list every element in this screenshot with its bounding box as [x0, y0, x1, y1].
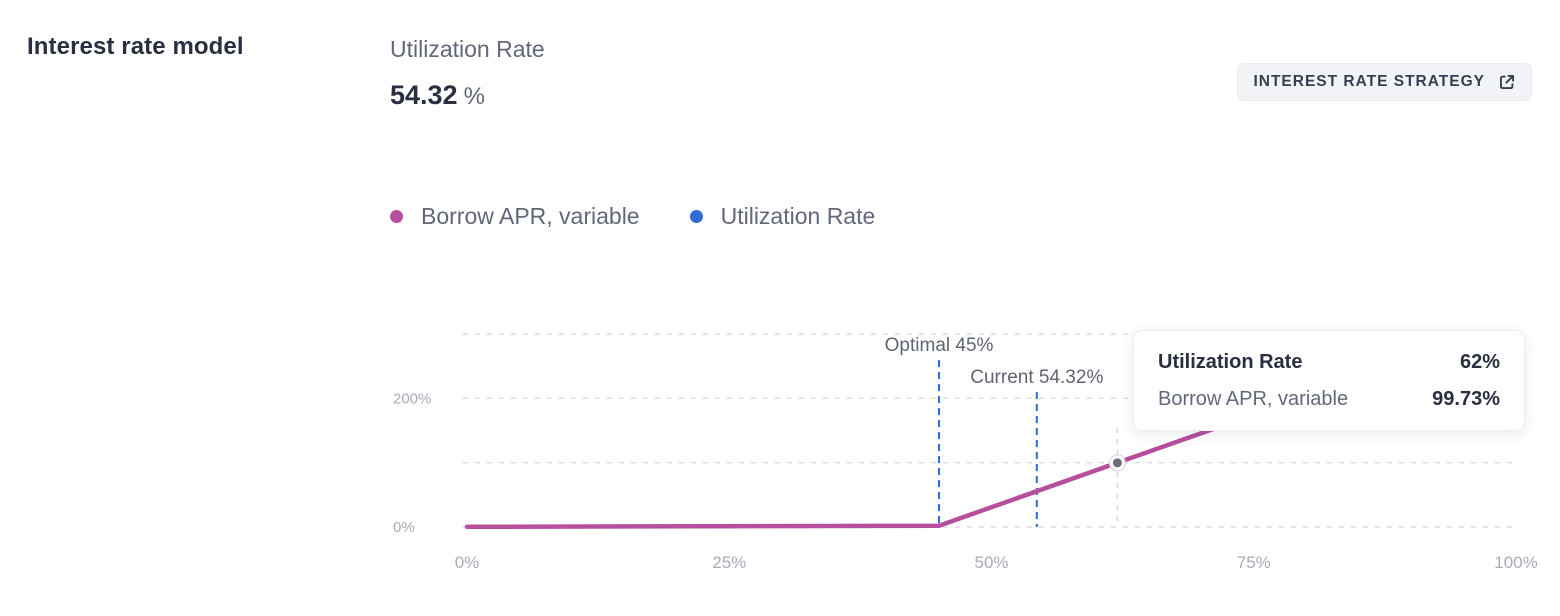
section-title: Interest rate model — [27, 33, 244, 60]
y-axis-label: 0% — [393, 519, 415, 536]
utilization-rate-label: Utilization Rate — [390, 36, 545, 62]
tooltip-utilization-value: 62% — [1459, 351, 1500, 373]
chart-tooltip: Utilization Rate 62% Borrow APR, variabl… — [1133, 330, 1525, 431]
tooltip-borrow-apr-label: Borrow APR, variable — [1158, 388, 1349, 410]
y-axis-label: 200% — [393, 390, 431, 407]
borrow-apr-legend-dot — [390, 210, 403, 223]
utilization-legend-label: Utilization Rate — [720, 203, 876, 229]
utilization-legend-dot — [689, 210, 703, 223]
x-axis-label: 50% — [974, 553, 1008, 572]
reference-line-label: Current 54.32% — [970, 367, 1103, 388]
utilization-rate-number: 54.32 — [390, 80, 458, 110]
x-axis-label: 75% — [1237, 553, 1271, 572]
tooltip-row-borrow-apr: Borrow APR, variable 99.73% — [1158, 387, 1500, 411]
chart-legend: Borrow APR, variable Utilization Rate — [390, 203, 875, 230]
tooltip-utilization-label: Utilization Rate — [1158, 351, 1303, 373]
utilization-rate-unit: % — [463, 83, 485, 110]
borrow-apr-legend-label: Borrow APR, variable — [421, 203, 640, 229]
legend-item-borrow-apr: Borrow APR, variable — [390, 203, 640, 230]
interest-rate-strategy-button[interactable]: INTEREST RATE STRATEGY — [1237, 63, 1532, 101]
hover-point-marker — [1112, 458, 1122, 468]
x-axis-label: 100% — [1494, 553, 1537, 572]
x-axis-label: 25% — [712, 553, 746, 572]
x-axis-label: 0% — [455, 553, 480, 572]
utilization-rate-value: 54.32% — [390, 80, 485, 111]
legend-item-utilization: Utilization Rate — [689, 203, 876, 230]
reference-line-label: Optimal 45% — [885, 335, 994, 356]
tooltip-row-utilization: Utilization Rate 62% — [1158, 350, 1500, 374]
tooltip-borrow-apr-value: 99.73% — [1432, 388, 1500, 410]
interest-rate-strategy-button-label: INTEREST RATE STRATEGY — [1253, 73, 1485, 90]
external-link-icon — [1498, 73, 1516, 91]
